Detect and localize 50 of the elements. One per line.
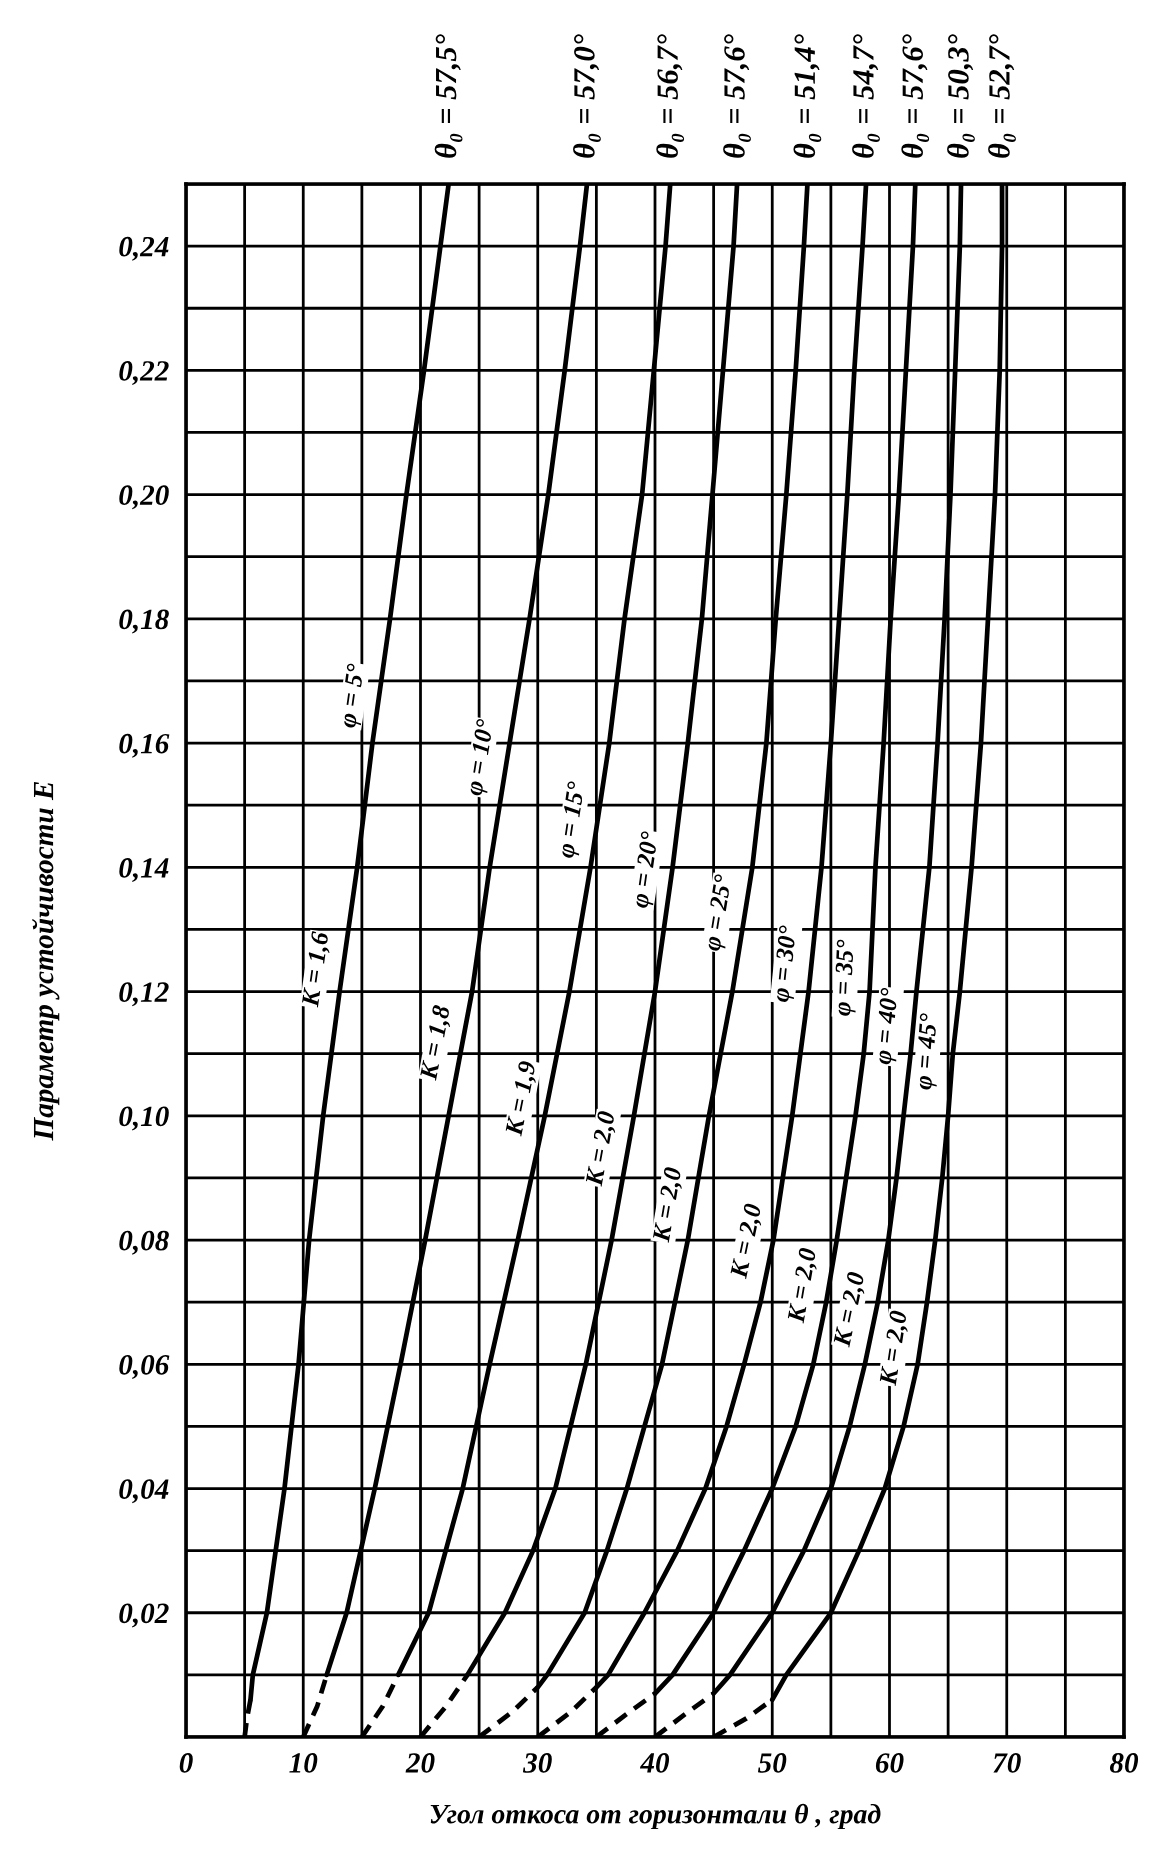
- annotation: θ₀ = 57,0°: [573, 34, 601, 158]
- annotation: K = 1,6: [301, 930, 333, 1008]
- y-tick-label: 0,06: [119, 1355, 170, 1379]
- annotation: K = 2,0: [879, 1310, 911, 1387]
- annotation: φ = 10°: [464, 718, 499, 797]
- x-tick-label: 60: [875, 1753, 904, 1773]
- y-tick-label: 0,24: [119, 236, 169, 261]
- annotation: K = 2,0: [787, 1247, 820, 1325]
- y-tick-label: 0,14: [119, 858, 169, 882]
- y-tick-label: 0,18: [119, 609, 169, 634]
- annotation: K = 2,0: [832, 1271, 869, 1349]
- x-tick-label: 30: [522, 1753, 552, 1773]
- annotation: θ₀ = 56,7°: [656, 34, 685, 158]
- annotation: φ = 15°: [556, 780, 590, 860]
- annotation: K = 2,0: [729, 1202, 765, 1280]
- annotation: φ = 20°: [630, 830, 664, 910]
- y-tick-label: 0,16: [119, 733, 170, 758]
- y-tick-label: 0,10: [119, 1106, 169, 1131]
- y-tick-label: 0,08: [119, 1230, 169, 1255]
- y-tick-label: 0,02: [119, 1603, 169, 1628]
- annotation: θ₀ = 57,6°: [723, 34, 751, 158]
- annotation: φ = 45°: [914, 1013, 943, 1091]
- x-tick-label: 20: [405, 1753, 435, 1773]
- y-tick-label: 0,22: [119, 361, 169, 385]
- x-tick-label: 80: [1109, 1753, 1139, 1773]
- annotation: φ = 25°: [702, 873, 737, 953]
- annotation: K = 1,9: [504, 1060, 540, 1138]
- annotation: θ₀ = 50,3°: [947, 34, 975, 158]
- y-tick-label: 0,12: [119, 982, 169, 1007]
- x-tick-label: 0: [179, 1753, 193, 1773]
- annotation: φ = 30°: [771, 925, 802, 1003]
- annotation: K = 1,8: [419, 1004, 454, 1082]
- x-tick-label: 50: [757, 1753, 787, 1773]
- annotation: θ₀ = 57,6°: [901, 34, 930, 158]
- x-axis-title: Угол откоса от горизонтали θ , град: [430, 1803, 881, 1830]
- x-tick-label: 10: [289, 1753, 318, 1773]
- y-axis-title: Параметр устойчивости E: [32, 781, 60, 1141]
- x-tick-label: 40: [639, 1753, 670, 1773]
- y-tick-label: 0,04: [119, 1479, 169, 1504]
- x-tick-label: 70: [993, 1753, 1021, 1773]
- annotation: θ₀ = 51,4°: [793, 34, 822, 158]
- annotation: θ₀ = 54,7°: [852, 34, 880, 158]
- annotation: K = 2,0: [652, 1166, 685, 1244]
- annotation: φ = 35°: [833, 939, 859, 1017]
- annotation: φ = 40°: [873, 987, 903, 1066]
- y-tick-label: 0,20: [119, 485, 169, 510]
- annotation: φ = 5°: [338, 663, 370, 729]
- annotation: θ₀ = 57,5°: [434, 34, 463, 158]
- annotation: K = 2,0: [585, 1110, 619, 1188]
- annotation: θ₀ = 52,7°: [988, 34, 1016, 158]
